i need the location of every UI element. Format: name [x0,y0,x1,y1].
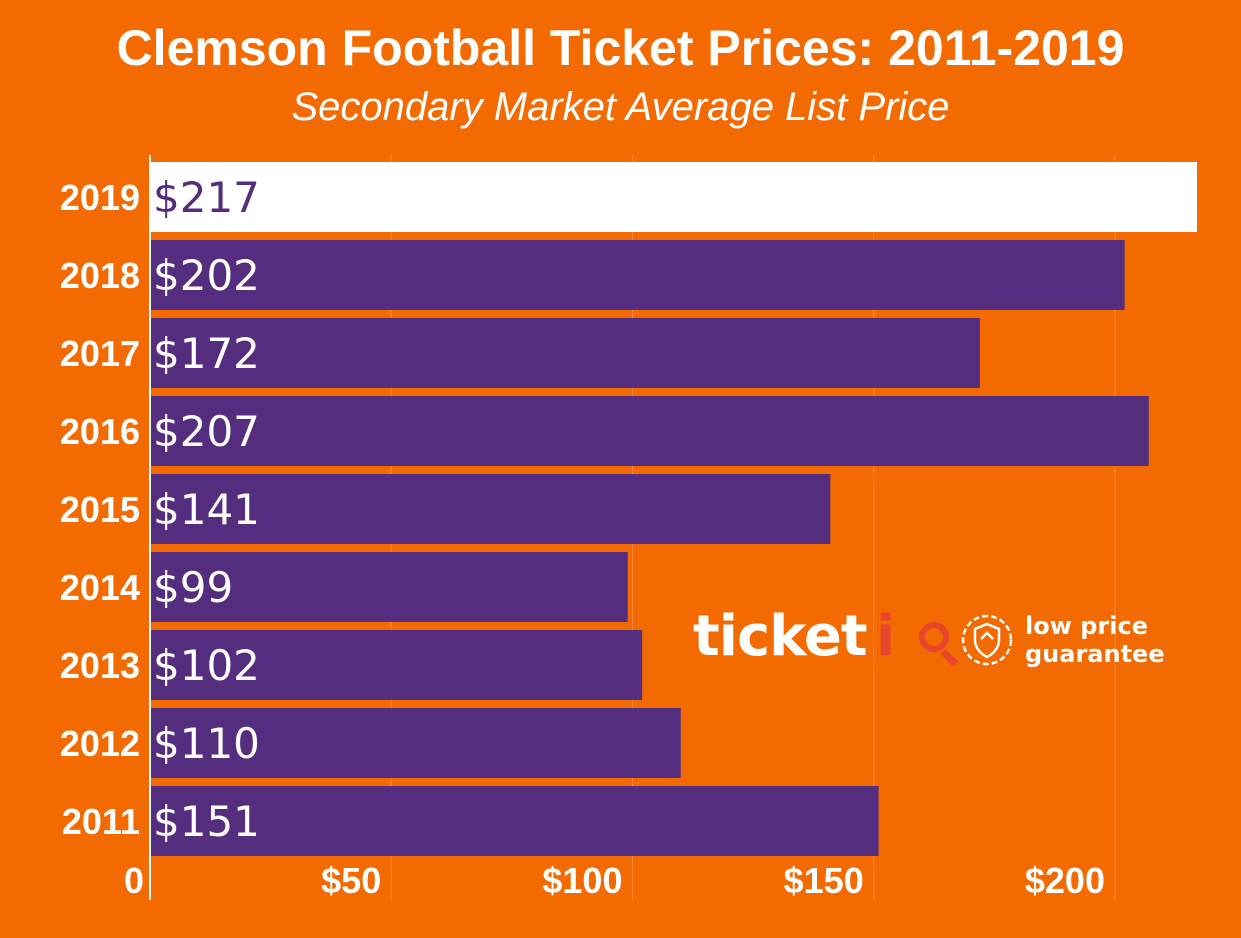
category-label-2012: 2012 [60,723,140,764]
logo-tagline-line-2: guarantee [1025,640,1165,668]
bar-2018 [150,240,1125,310]
category-label-2011: 2011 [62,801,140,842]
data-label-2011: $151 [153,797,260,846]
logo-wordmark: ticket [693,604,868,669]
x-tick-label: $50 [321,860,381,901]
magnifier-icon [919,622,949,652]
category-labels: 2019 2018 2017 2016 2015 2014 2013 2012 2011 [60,177,140,842]
bar-2014 [150,552,628,622]
bars: $217 $202 $172 $207 $141 $99 $102 $110 $151 [150,162,1197,856]
data-label-2015: $141 [153,485,260,534]
category-label-2019: 2019 [60,177,140,218]
category-label-2013: 2013 [60,645,140,686]
x-tick-label: 0 [124,860,144,901]
data-label-2018: $202 [153,251,260,300]
ticketiq-logo: ticket i low price guarantee [693,602,1193,682]
data-label-2013: $102 [153,641,260,690]
data-label-2014: $99 [153,563,233,612]
bar-2019 [150,162,1197,232]
bar-2012 [150,708,681,778]
category-label-2016: 2016 [60,411,140,452]
magnifier-handle [940,649,959,667]
data-label-2017: $172 [153,329,260,378]
data-label-2016: $207 [153,407,260,456]
data-label-2012: $110 [153,719,260,768]
bar-2013 [150,630,643,700]
x-tick-label: $100 [542,860,622,901]
category-label-2018: 2018 [60,255,140,296]
bar-2016 [150,396,1149,466]
x-tick-label: $150 [784,860,864,901]
bar-2011 [150,786,879,856]
chart-title: Clemson Football Ticket Prices: 2011-201… [116,20,1125,76]
category-label-2014: 2014 [60,567,140,608]
shield-badge-icon [961,614,1013,666]
category-label-2015: 2015 [60,489,140,530]
bar-2015 [150,474,831,544]
x-tick-label: $200 [1025,860,1105,901]
logo-tagline: low price guarantee [1025,612,1165,668]
logo-tagline-line-1: low price [1025,612,1148,640]
logo-wordmark-suffix: i [876,604,896,669]
chart-subtitle: Secondary Market Average List Price [291,85,950,129]
bar-2017 [150,318,980,388]
x-axis-ticks: 0 $50 $100 $150 $200 [124,860,1105,901]
data-label-2019: $217 [153,173,260,222]
category-label-2017: 2017 [60,333,140,374]
